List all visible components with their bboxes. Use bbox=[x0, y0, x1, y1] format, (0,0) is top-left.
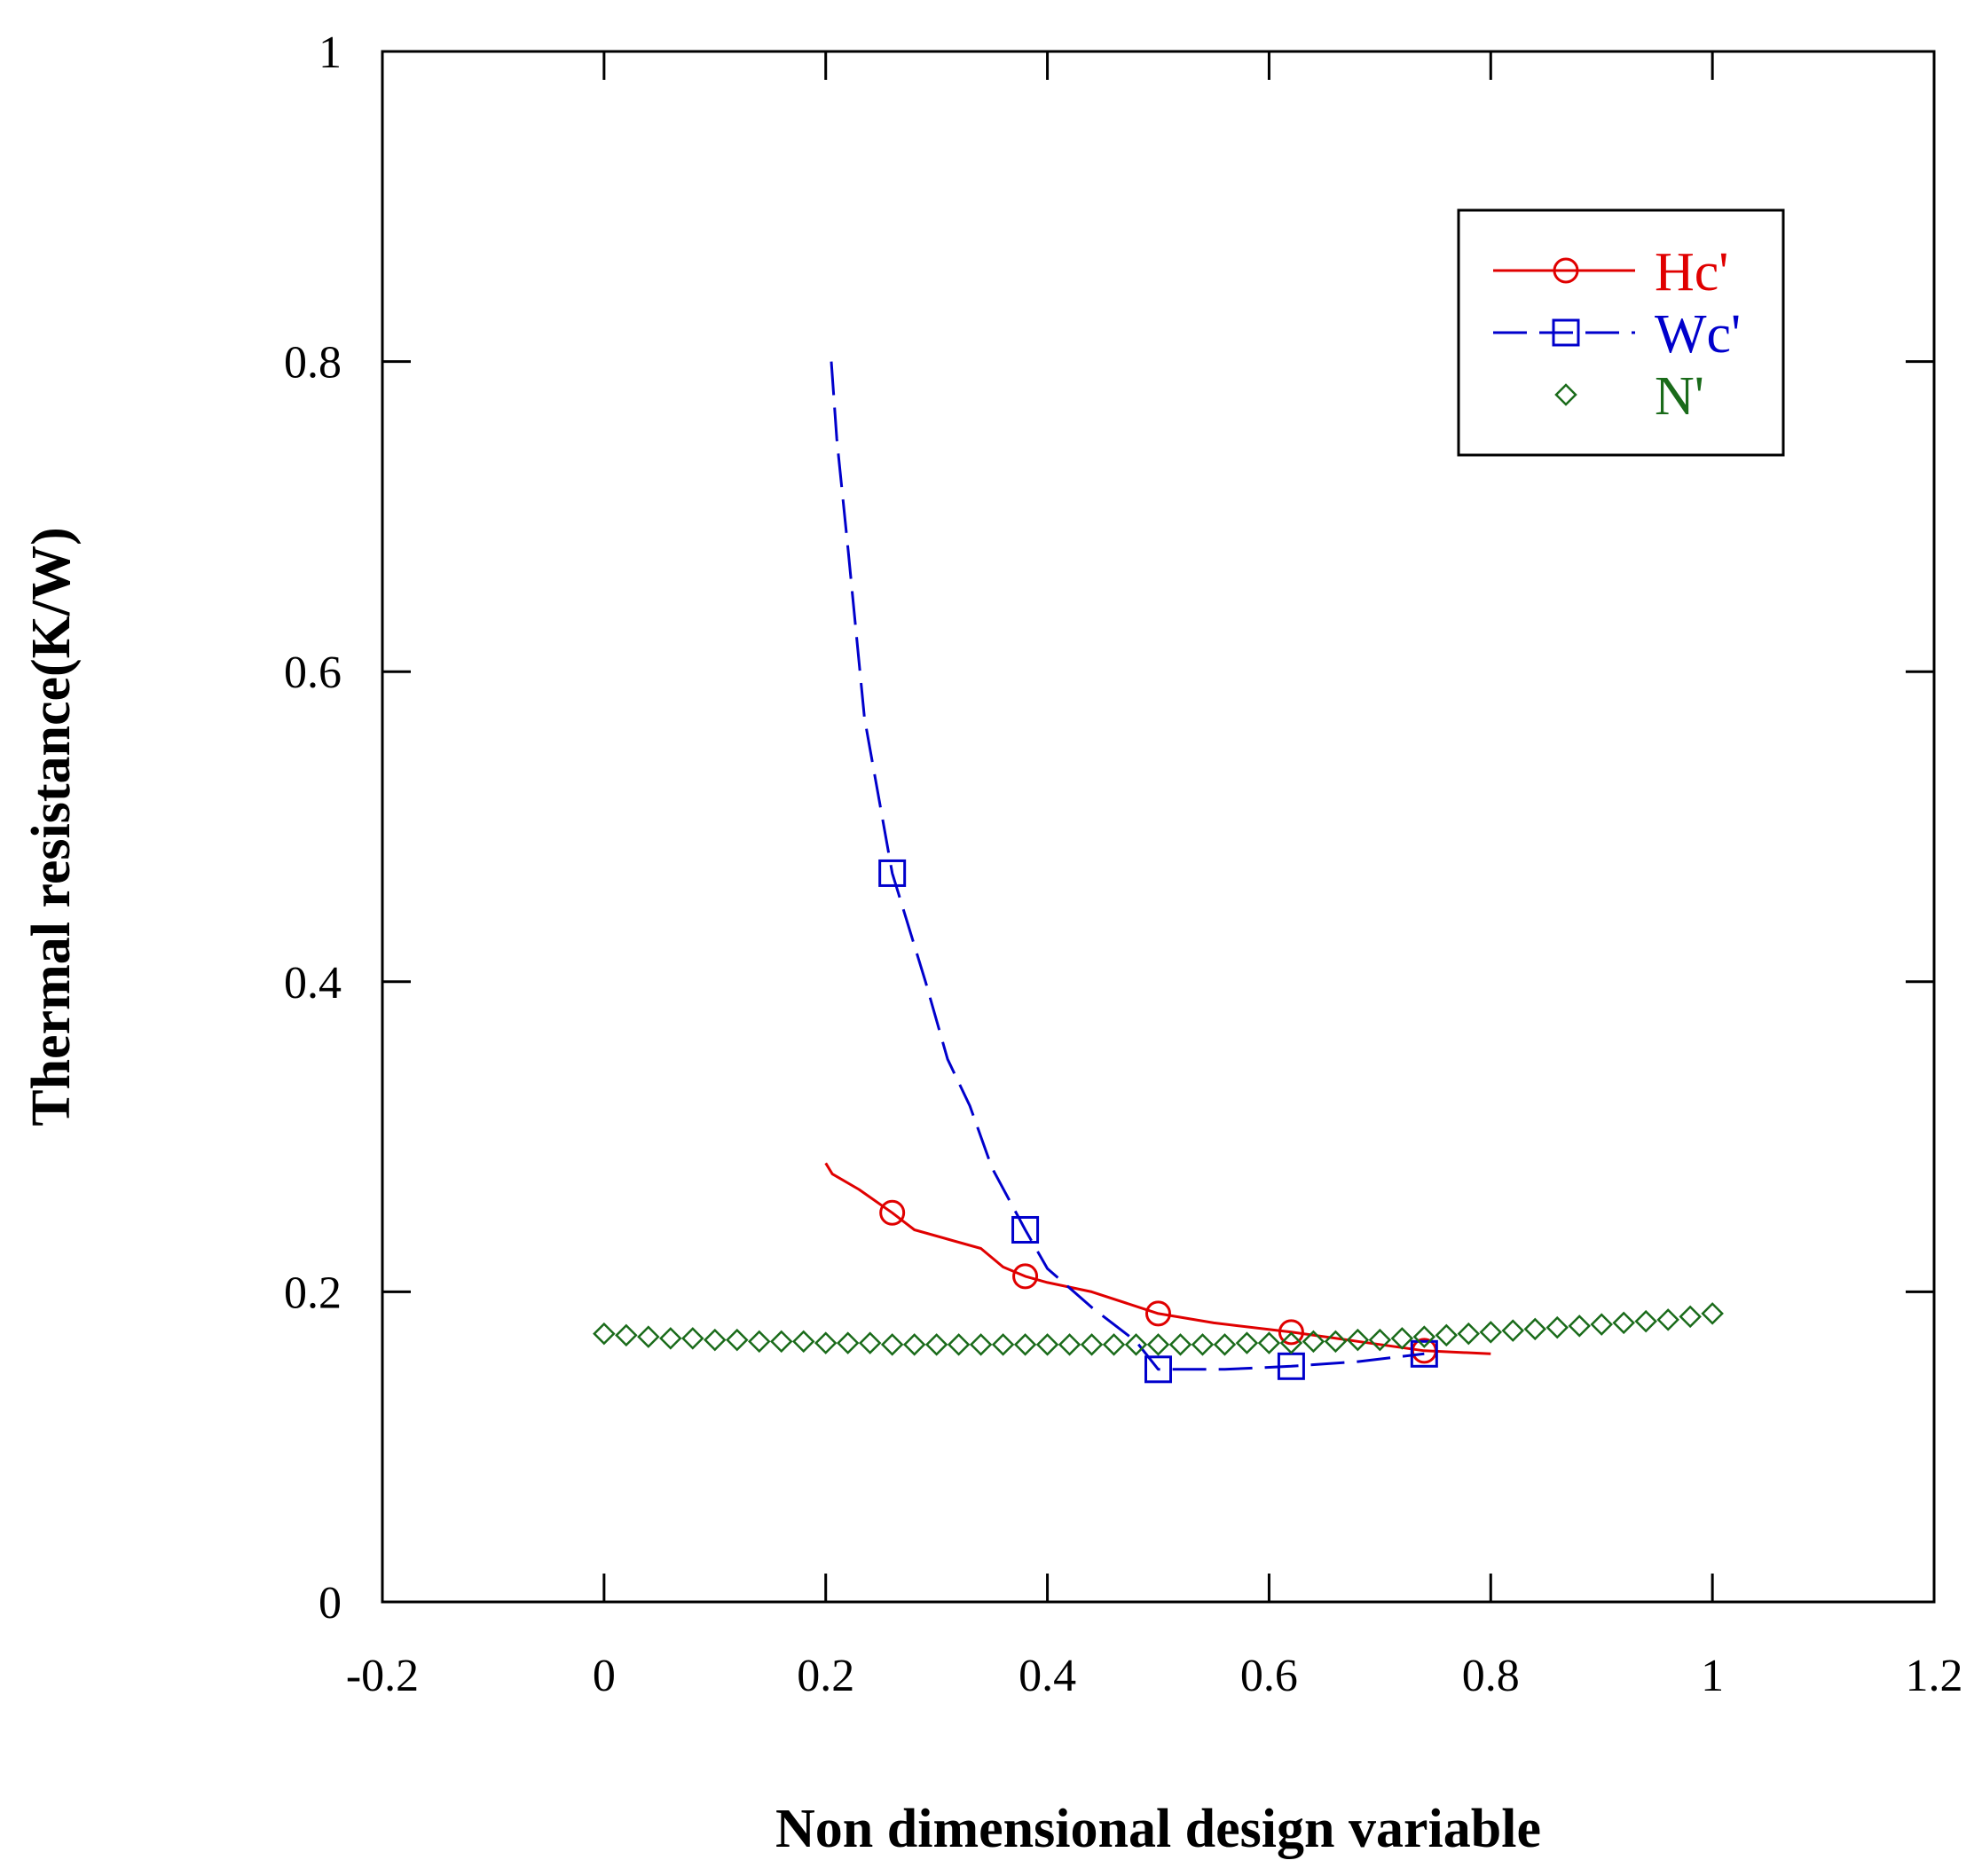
series-3-marker bbox=[1168, 1333, 1192, 1356]
y-tick-label: 0 bbox=[319, 1578, 342, 1629]
x-tick-label: 1 bbox=[1701, 1651, 1724, 1701]
y-tick-label: 1 bbox=[319, 27, 342, 78]
y-tick-label: 0.2 bbox=[284, 1268, 342, 1318]
series-3-marker bbox=[836, 1331, 860, 1354]
series-3-marker bbox=[1479, 1321, 1503, 1344]
series-3-marker bbox=[1656, 1308, 1679, 1331]
series-3-marker bbox=[1612, 1311, 1635, 1335]
series-1-marker bbox=[1278, 1319, 1304, 1346]
series-3-marker bbox=[1523, 1317, 1547, 1341]
series-3-marker bbox=[1545, 1315, 1569, 1339]
series-3-marker bbox=[1701, 1302, 1724, 1325]
series-3-marker bbox=[1457, 1322, 1481, 1346]
series-3-marker bbox=[704, 1328, 727, 1352]
series-3-marker bbox=[1501, 1319, 1525, 1342]
tick-labels-layer: -0.2 0 0.2 0.4 0.6 0.8 1 1.200.20.40.60.81 bbox=[284, 27, 1963, 1701]
x-tick-label: 1.2 bbox=[1906, 1651, 1963, 1701]
series-3-marker bbox=[1080, 1333, 1104, 1356]
series-3-marker bbox=[1146, 1333, 1170, 1356]
x-axis-title: Non dimensional design variable bbox=[775, 1799, 1541, 1859]
series-3-marker bbox=[637, 1325, 660, 1348]
series-3-marker bbox=[726, 1328, 749, 1352]
series-3-marker bbox=[1679, 1305, 1702, 1329]
series-3-marker bbox=[858, 1331, 882, 1354]
series-3-marker bbox=[1257, 1331, 1281, 1354]
plot-frame bbox=[381, 50, 1936, 1604]
series-1-marker bbox=[879, 1199, 906, 1226]
series-3-marker bbox=[593, 1322, 616, 1346]
series-3-marker bbox=[991, 1333, 1015, 1356]
series-3-marker bbox=[1568, 1315, 1591, 1338]
y-tick-label: 0.6 bbox=[284, 648, 342, 698]
legend-items: Hc'Wc'N' bbox=[1493, 242, 1741, 427]
y-tick-label: 0.8 bbox=[284, 338, 342, 389]
series-2-marker bbox=[1410, 1339, 1438, 1368]
series-3-marker bbox=[791, 1330, 815, 1354]
series-layer bbox=[593, 361, 1724, 1384]
legend-label-1: Hc' bbox=[1655, 242, 1728, 302]
series-2-marker bbox=[1144, 1355, 1172, 1384]
legend-marker-3 bbox=[1554, 383, 1577, 406]
legend-label-2: Wc' bbox=[1655, 304, 1741, 365]
series-3-marker bbox=[924, 1333, 948, 1356]
series-2-marker bbox=[1011, 1215, 1040, 1244]
series-3-marker bbox=[1346, 1328, 1370, 1352]
series-3-marker bbox=[1279, 1331, 1303, 1354]
series-3-marker bbox=[1634, 1309, 1657, 1333]
series-2 bbox=[830, 361, 1438, 1384]
series-3-marker bbox=[1590, 1313, 1613, 1336]
series-1-line bbox=[824, 1162, 1491, 1355]
series-3-marker bbox=[1058, 1333, 1081, 1356]
series-3-marker bbox=[1102, 1333, 1126, 1356]
series-2-marker bbox=[878, 859, 907, 887]
series-3-marker bbox=[814, 1331, 838, 1354]
series-3-marker bbox=[1235, 1331, 1259, 1354]
legend-label-3: N' bbox=[1655, 366, 1704, 427]
series-3-marker bbox=[1412, 1325, 1436, 1348]
series-3-marker bbox=[615, 1323, 638, 1347]
series-3-marker bbox=[659, 1327, 682, 1350]
series-3-marker bbox=[1435, 1323, 1459, 1347]
series-3-marker bbox=[947, 1333, 971, 1356]
x-tick-label: 0.8 bbox=[1462, 1651, 1520, 1701]
y-tick-label: 0.4 bbox=[284, 958, 342, 1009]
series-3-marker bbox=[769, 1330, 793, 1354]
series-3-marker bbox=[681, 1327, 704, 1350]
series-3-marker bbox=[880, 1333, 904, 1356]
legend: Hc'Wc'N' bbox=[1457, 208, 1785, 457]
legend-marker-2 bbox=[1552, 318, 1580, 347]
x-tick-label: 0.6 bbox=[1240, 1651, 1298, 1701]
series-3 bbox=[593, 1302, 1724, 1356]
series-3-marker bbox=[1324, 1330, 1348, 1354]
series-3-marker bbox=[1191, 1333, 1215, 1356]
x-tick-label: 0.2 bbox=[797, 1651, 854, 1701]
ticks-layer bbox=[381, 50, 1936, 1604]
series-3-marker bbox=[747, 1330, 771, 1354]
x-tick-label: 0 bbox=[593, 1651, 616, 1701]
x-tick-label: 0.4 bbox=[1019, 1651, 1076, 1701]
legend-marker-1 bbox=[1553, 257, 1579, 284]
series-1-marker bbox=[1145, 1300, 1171, 1327]
series-3-marker bbox=[1213, 1333, 1237, 1356]
series-3-marker bbox=[1035, 1333, 1059, 1356]
series-3-marker bbox=[1013, 1333, 1037, 1356]
x-tick-label: -0.2 bbox=[346, 1651, 419, 1701]
series-3-marker bbox=[969, 1333, 993, 1356]
y-axis-title: Thermal resistance(K/W) bbox=[21, 527, 82, 1126]
series-3-marker bbox=[1302, 1330, 1325, 1354]
series-3-marker bbox=[902, 1333, 926, 1356]
series-3-marker bbox=[1390, 1327, 1414, 1350]
series-3-marker bbox=[1124, 1333, 1148, 1356]
series-2-line bbox=[830, 361, 1425, 1371]
series-3-marker bbox=[1368, 1328, 1392, 1352]
series-1-marker bbox=[1012, 1263, 1039, 1290]
